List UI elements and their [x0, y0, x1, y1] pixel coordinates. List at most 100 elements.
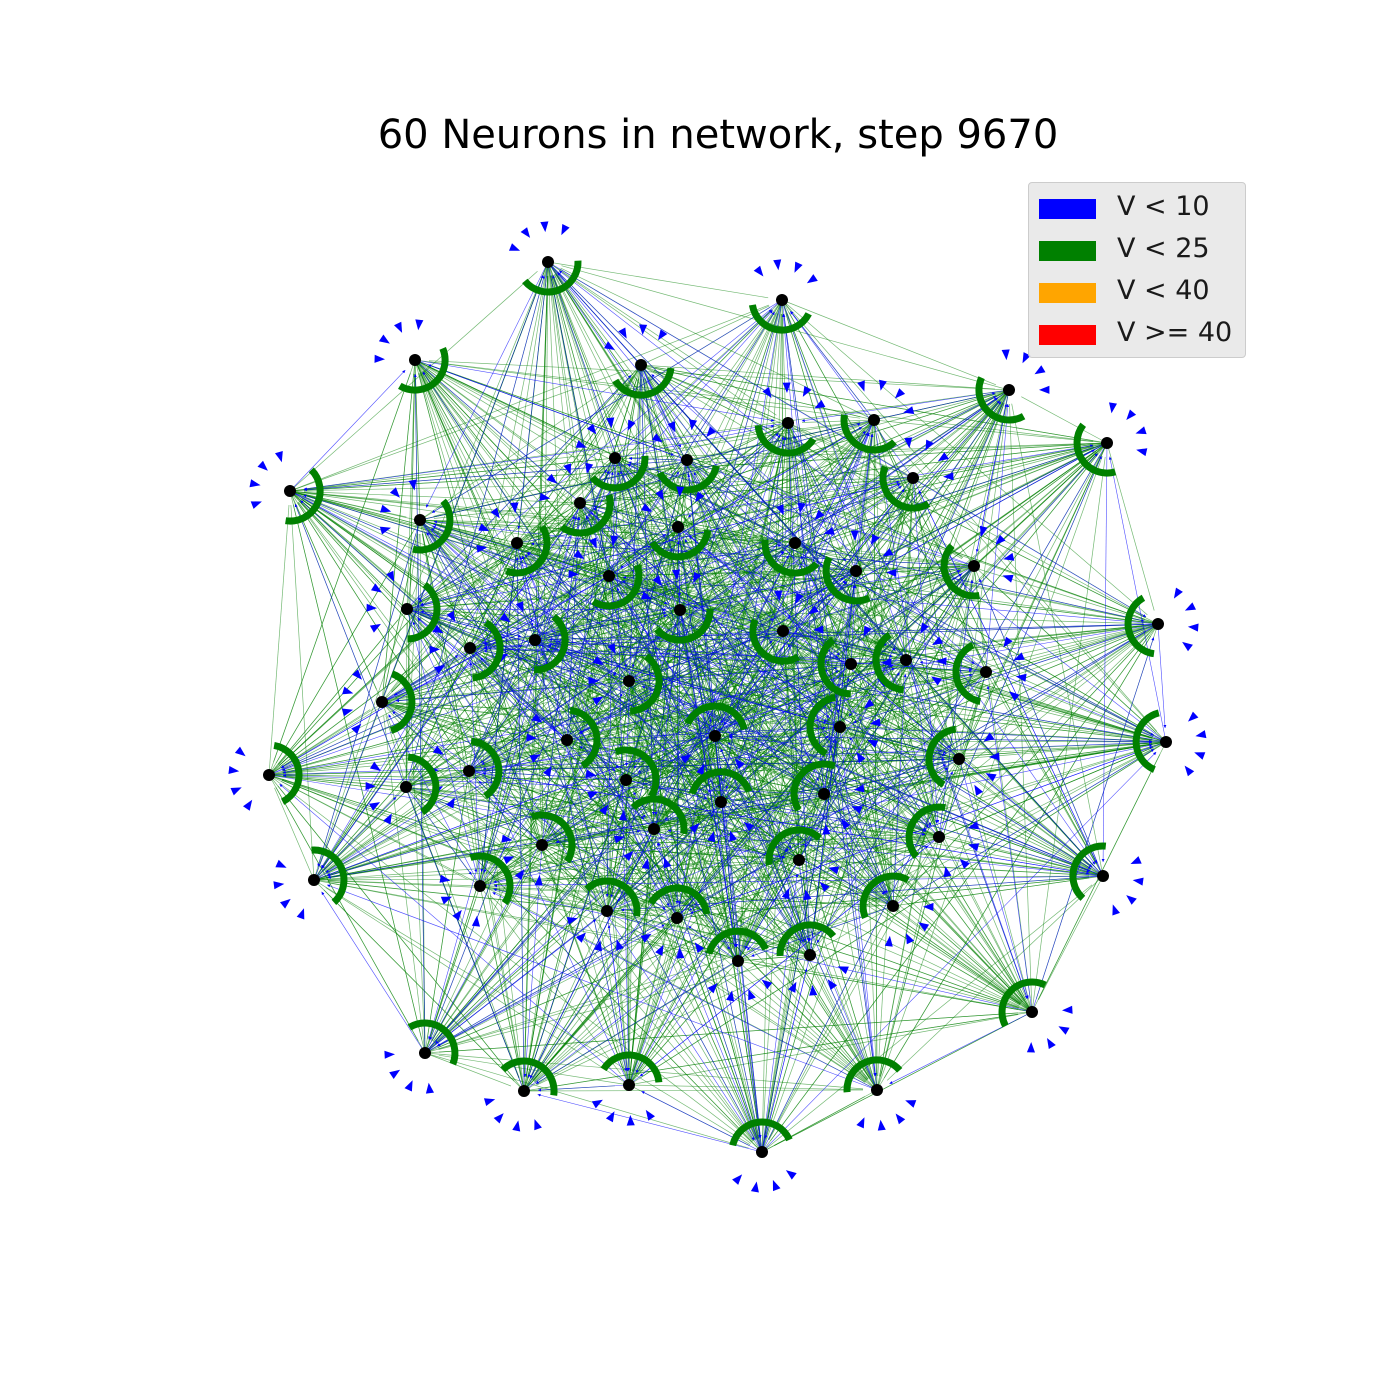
synapse-arrowhead [1062, 1005, 1073, 1014]
neuron-state-arc [940, 543, 981, 600]
neuron-state-arc [470, 737, 503, 800]
synapse-arrowhead [1130, 856, 1142, 864]
synapse-edge [289, 490, 504, 541]
synapse-arrowhead [434, 664, 446, 674]
synapse-edge [482, 772, 1104, 877]
synapse-edge [560, 267, 875, 421]
synapse-edge [523, 928, 668, 1092]
synapse-edge [861, 442, 1108, 656]
synapse-arrowhead [439, 874, 451, 883]
synapse-arrowhead [920, 622, 929, 634]
synapse-edge [420, 610, 1167, 743]
synapse-arrowhead [904, 437, 913, 449]
synapse-edge [687, 473, 763, 1153]
synapse-edge [628, 623, 679, 1086]
synapse-arrowhead [296, 908, 305, 920]
synapse-edge [468, 770, 727, 954]
neuron-node [715, 796, 727, 808]
synapse-edge [892, 905, 1022, 1004]
synapse-edge [859, 584, 940, 838]
synapse-arrowhead [1003, 636, 1013, 648]
synapse-arrowhead [774, 590, 783, 602]
neuron-node [623, 1079, 635, 1091]
synapse-edge [381, 655, 459, 703]
synapse-arrowhead [726, 990, 735, 1002]
synapse-arrowhead [641, 858, 650, 870]
legend: V < 10 V < 25 V < 40 V >= 40 [1028, 182, 1246, 358]
synapse-arrowhead [1173, 587, 1183, 599]
synapse-edge [479, 516, 578, 887]
synapse-edge [555, 623, 1159, 841]
synapse-arrowhead [618, 327, 627, 339]
neuron-node [868, 414, 880, 426]
synapse-edge [606, 555, 789, 912]
neuron-state-arc [649, 529, 712, 561]
synapse-edge [419, 519, 526, 631]
synapse-edge [914, 491, 960, 760]
synapse-edge [541, 640, 773, 846]
synapse-edge [468, 515, 575, 772]
synapse-edge [268, 709, 371, 776]
synapse-edge [549, 856, 763, 1153]
synapse-arrowhead [869, 718, 881, 727]
synapse-edge [523, 1013, 1019, 1092]
synapse-edge [823, 793, 875, 1077]
synapse-arrowhead [772, 1179, 781, 1192]
synapse-arrowhead [587, 791, 599, 800]
synapse-edge [554, 274, 894, 907]
synapse-edge [687, 926, 878, 1091]
neuron-node [401, 603, 413, 615]
synapse-edge [303, 422, 789, 491]
neuron-state-arc [790, 760, 836, 812]
synapse-edge [623, 468, 1033, 1013]
synapse-edge [468, 570, 962, 772]
synapse-edge [523, 275, 548, 1092]
synapse-edge [973, 403, 1008, 567]
synapse-edge [419, 613, 716, 737]
synapse-edge [640, 364, 888, 894]
synapse-arrowhead [1195, 730, 1207, 739]
synapse-edge [876, 635, 1152, 1091]
synapse-edge [787, 422, 901, 473]
synapse-edge [737, 739, 835, 962]
synapse-edge [438, 1054, 630, 1086]
synapse-arrowhead [512, 1120, 521, 1132]
synapse-edge [787, 643, 894, 907]
synapse-edge [524, 554, 811, 956]
synapse-edge [628, 432, 870, 1086]
neuron-node [609, 452, 621, 464]
synapse-edge [794, 397, 998, 544]
synapse-arrowhead [599, 804, 609, 816]
synapse-edge [761, 491, 911, 1153]
synapse-edge [677, 526, 1154, 737]
synapse-edge [546, 648, 894, 907]
neuron-node [542, 256, 554, 268]
synapse-edge [986, 685, 1033, 1013]
synapse-arrowhead [369, 802, 381, 811]
neuron-node [400, 781, 412, 793]
synapse-edge [628, 845, 929, 1086]
neuron-state-arc [806, 693, 837, 757]
synapse-edge [682, 540, 878, 1091]
synapse-arrowhead [1058, 1026, 1070, 1035]
synapse-edge [406, 428, 776, 610]
synapse-edge [653, 436, 785, 830]
synapse-edge [292, 504, 426, 1054]
neuron-node [681, 454, 693, 466]
neuron-node [623, 675, 635, 687]
neuron-node [635, 359, 647, 371]
synapse-arrowhead [592, 696, 604, 706]
synapse-edge [432, 525, 841, 728]
synapse-edge [529, 910, 608, 1079]
synapse-arrowhead [879, 379, 887, 391]
synapse-edge [313, 796, 397, 881]
synapse-edge [606, 589, 610, 912]
synapse-edge [850, 433, 874, 665]
synapse-edge [620, 526, 679, 569]
synapse-arrowhead [1184, 602, 1196, 611]
synapse-edge [761, 677, 850, 1153]
synapse-edge [415, 373, 421, 521]
synapse-arrowhead [543, 765, 552, 777]
synapse-edge [637, 565, 975, 773]
synapse-edge [984, 575, 1167, 743]
